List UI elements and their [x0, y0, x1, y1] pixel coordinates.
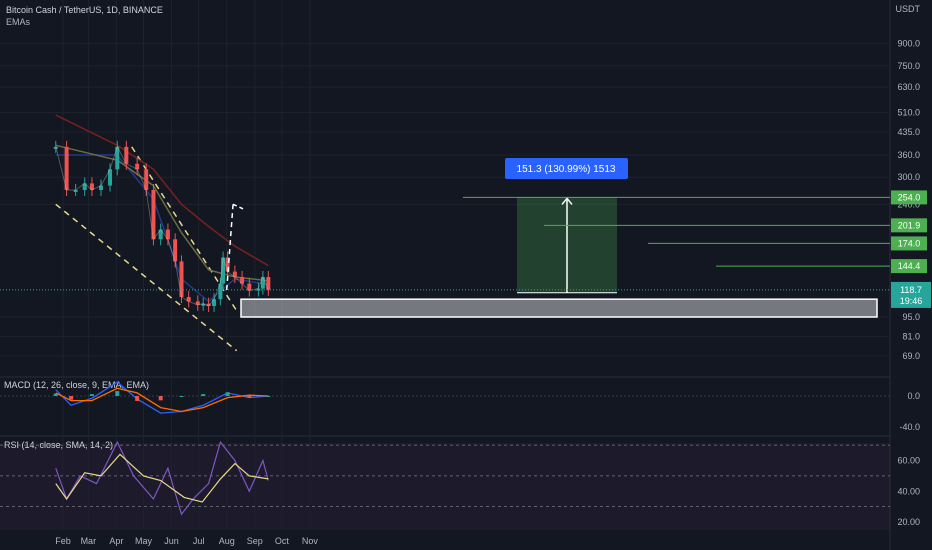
x-tick-label: Jul: [193, 536, 205, 546]
price-candle: [247, 283, 252, 291]
channel-lower-line: [55, 203, 238, 352]
price-candle: [165, 229, 170, 240]
price-candle: [115, 146, 120, 170]
macd-histogram-bar: [89, 394, 94, 396]
last-price-label: 118.7: [900, 285, 922, 295]
price-candle: [218, 283, 223, 300]
price-candle: [73, 189, 78, 192]
bar-countdown: 19:46: [900, 296, 923, 306]
y-tick-label: 900.0: [897, 39, 920, 49]
target-level-tag: [891, 218, 927, 233]
x-tick-label: Mar: [81, 536, 97, 546]
y-tick-label: 510.0: [897, 108, 920, 118]
macd-histogram-bar: [115, 391, 120, 396]
x-tick-label: Apr: [109, 536, 123, 546]
y-tick-label: 81.0: [902, 331, 920, 341]
x-tick-label: Jun: [164, 536, 179, 546]
measure-arrowhead: [561, 197, 573, 205]
support-zone: [240, 298, 878, 318]
indicator-label: EMAs: [6, 17, 31, 27]
macd-histogram-bar: [266, 396, 271, 397]
price-candle: [186, 296, 191, 302]
price-candle: [195, 301, 200, 305]
x-tick-label: May: [135, 536, 153, 546]
target-level-label: 144.4: [898, 261, 921, 271]
y-tick-label: 95.0: [902, 312, 920, 322]
y-tick-label: 360.0: [897, 150, 920, 160]
price-candle: [179, 261, 184, 297]
price-candle: [158, 229, 163, 240]
price-candle: [225, 257, 230, 272]
macd-histogram-bar: [201, 394, 206, 396]
macd-label: MACD (12, 26, close, 9, EMA, EMA): [4, 380, 149, 390]
y-tick-label: 435.0: [897, 127, 920, 137]
y-tick-label: 69.0: [902, 351, 920, 361]
x-tick-label: Oct: [275, 536, 290, 546]
price-candle: [260, 277, 265, 289]
target-level-tag: [891, 259, 927, 274]
x-tick-label: Aug: [219, 536, 235, 546]
price-candle: [151, 189, 156, 240]
price-candle: [108, 169, 113, 186]
price-candle: [201, 303, 206, 306]
rsi-tick-label: 40.00: [897, 486, 920, 496]
target-level-tag: [891, 190, 927, 205]
macd-histogram-bar: [53, 393, 58, 396]
macd-histogram-bar: [247, 396, 252, 398]
price-line: [55, 145, 269, 307]
rsi-tick-label: 60.00: [897, 456, 920, 466]
rsi-label: RSI (14, close, SMA, 14, 2): [4, 440, 113, 450]
rsi-tick-label: 20.00: [897, 517, 920, 527]
price-candle: [240, 277, 245, 284]
price-candle: [89, 183, 94, 190]
macd-tick-label: 0.0: [907, 391, 920, 401]
last-price-tag: [891, 281, 931, 308]
rsi-band-background: [0, 443, 890, 530]
macd-histogram-bar: [69, 396, 74, 400]
price-candle: [232, 271, 237, 278]
measure-label: 151.3 (130.99%) 1513: [517, 164, 616, 175]
price-candle: [221, 257, 226, 284]
target-level-tag: [891, 236, 927, 251]
x-tick-label: Sep: [247, 536, 263, 546]
target-level-label: 174.0: [898, 238, 921, 248]
macd-histogram-bar: [225, 392, 230, 396]
projection-arrowhead: [232, 203, 245, 210]
y-axis-unit: USDT: [896, 4, 921, 14]
y-tick-label: 300.0: [897, 172, 920, 182]
macd-histogram-bar: [179, 396, 184, 397]
price-candle: [206, 303, 211, 306]
price-candle: [82, 183, 87, 190]
x-tick-label: Feb: [55, 536, 71, 546]
macd-signal-line: [55, 387, 269, 413]
price-candle: [266, 277, 271, 290]
macd-tick-label: -40.0: [899, 422, 920, 432]
price-candle: [173, 239, 178, 262]
price-candle: [124, 146, 129, 164]
price-candle: [135, 163, 140, 170]
symbol-title: Bitcoin Cash / TetherUS, 1D, BINANCE: [6, 5, 163, 15]
price-candle: [144, 169, 149, 190]
rsi-ma-line: [55, 453, 269, 503]
macd-histogram-bar: [158, 396, 163, 401]
y-tick-label: 750.0: [897, 61, 920, 71]
price-candle: [98, 185, 103, 190]
macd-histogram-bar: [135, 396, 140, 401]
price-candle: [212, 299, 217, 306]
price-candle: [64, 146, 69, 190]
measure-label-bg: [505, 158, 628, 179]
x-tick-label: Nov: [302, 536, 319, 546]
y-tick-label: 630.0: [897, 82, 920, 92]
price-candle: [53, 146, 58, 149]
target-level-label: 201.9: [898, 220, 921, 230]
target-level-label: 254.0: [898, 192, 921, 202]
